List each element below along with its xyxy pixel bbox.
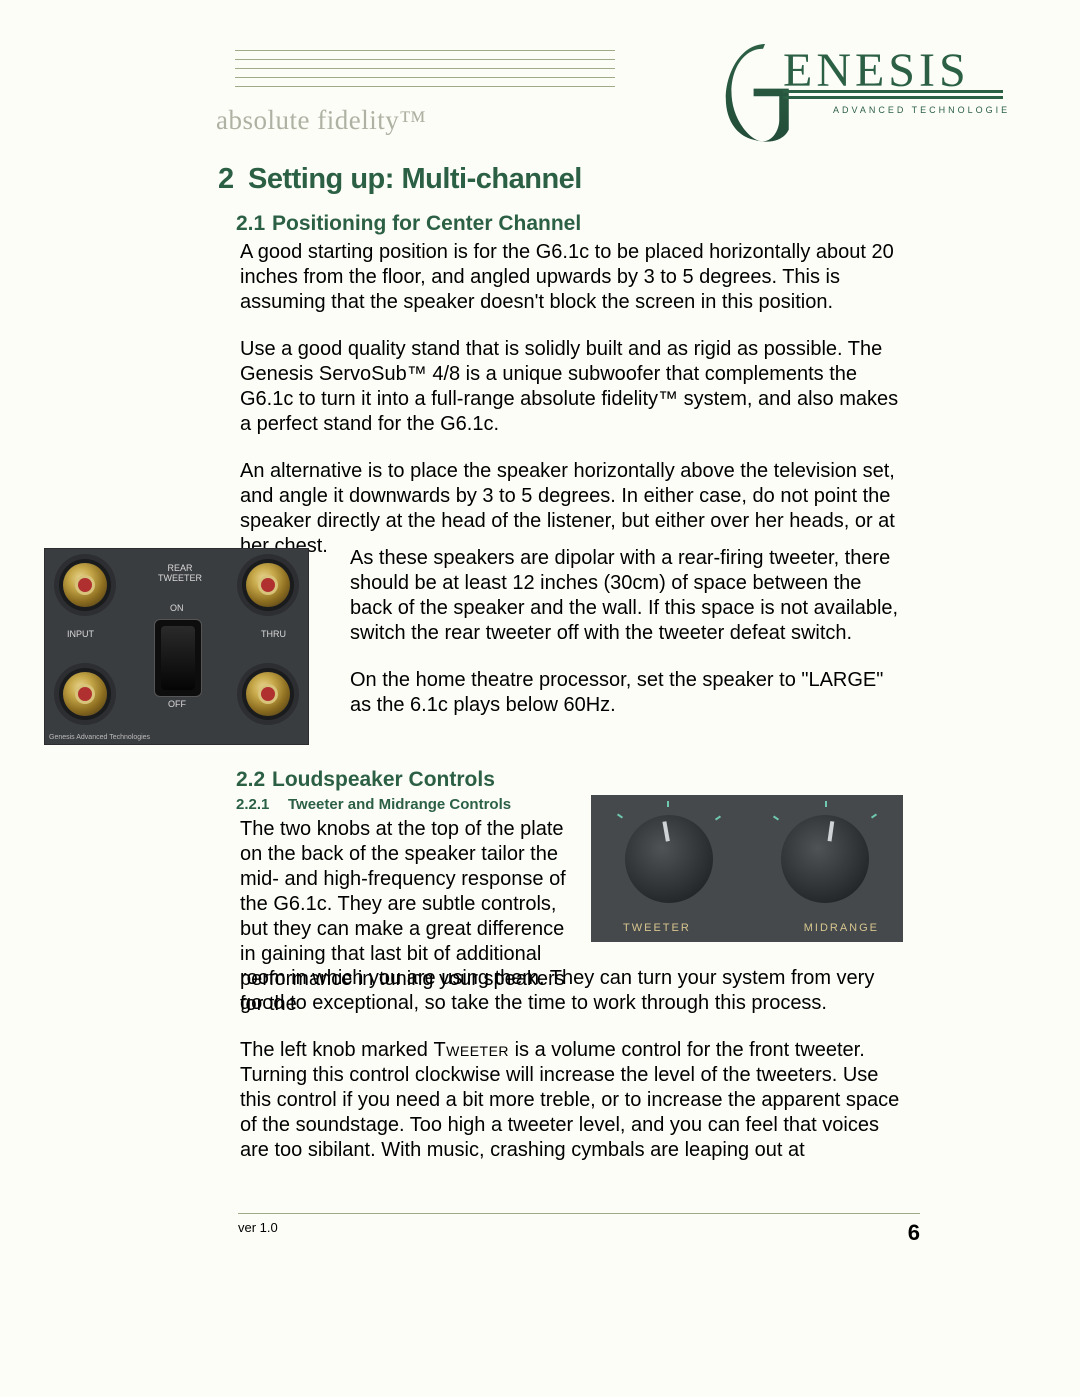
panel-label: Genesis Advanced Technologies [49,734,150,741]
subsection-title: Positioning for Center Channel [272,212,581,235]
panel-label: ON [170,603,184,613]
paragraph: As these speakers are dipolar with a rea… [350,546,902,646]
header-rules [235,50,615,95]
paragraph: The left knob marked Tweeter is a volume… [240,1038,900,1163]
side-text-block: As these speakers are dipolar with a rea… [350,546,902,740]
subsection-number: 2.2 [236,768,272,792]
paragraph: A good starting position is for the G6.1… [240,240,900,315]
rear-panel-image: REAR TWEETER ON OFF INPUT THRU Genesis A… [44,548,307,743]
knob-panel-image: TWEETER MIDRANGE [591,795,903,942]
paragraph: On the home theatre processor, set the s… [350,668,902,718]
content-column: 2Setting up: Multi-channel 2.1Positionin… [230,163,900,581]
knob-label: TWEETER [623,922,691,934]
section-number: 2 [218,163,248,196]
binding-post-icon [246,563,290,607]
version-label: ver 1.0 [238,1220,278,1235]
knob-icon [625,815,713,903]
text-run: The left knob marked [240,1039,433,1061]
subsection-title: Loudspeaker Controls [272,768,495,791]
rocker-switch-icon [154,619,202,697]
smallcaps-text: Tweeter [433,1039,509,1061]
genesis-logo: ENESIS ADVANCED TECHNOLOGIES [723,38,1008,148]
panel-label: THRU [261,629,286,639]
subsection-number: 2.1 [236,212,272,236]
section-title: Setting up: Multi-channel [248,163,582,195]
subsection-2-1-heading: 2.1Positioning for Center Channel [236,212,900,236]
panel-label: INPUT [67,629,94,639]
binding-post-icon [63,672,107,716]
knob-icon [781,815,869,903]
paragraph: Use a good quality stand that is solidly… [240,337,900,437]
logo-subtext: ADVANCED TECHNOLOGIES [833,105,1008,115]
subsubsection-number: 2.2.1 [236,796,288,813]
continuation-block: room in which you are using them. They c… [230,966,900,1185]
subsubsection-title: Tweeter and Midrange Controls [288,796,511,813]
page-number: 6 [908,1220,920,1246]
logo-text: ENESIS [783,44,970,97]
footer: ver 1.0 6 [238,1213,920,1250]
subsection-2-2-heading: 2.2Loudspeaker Controls [236,768,900,792]
panel-label: OFF [168,699,186,709]
knob-label: MIDRANGE [804,922,879,934]
paragraph: room in which you are using them. They c… [240,966,900,1016]
tagline: absolute fidelity™ [216,105,426,136]
binding-post-icon [63,563,107,607]
section-heading: 2Setting up: Multi-channel [218,163,900,196]
paragraph: An alternative is to place the speaker h… [240,459,900,559]
page: absolute fidelity™ ENESIS ADVANCED TECHN… [0,0,1080,1397]
binding-post-icon [246,672,290,716]
panel-label: REAR TWEETER [158,563,202,583]
